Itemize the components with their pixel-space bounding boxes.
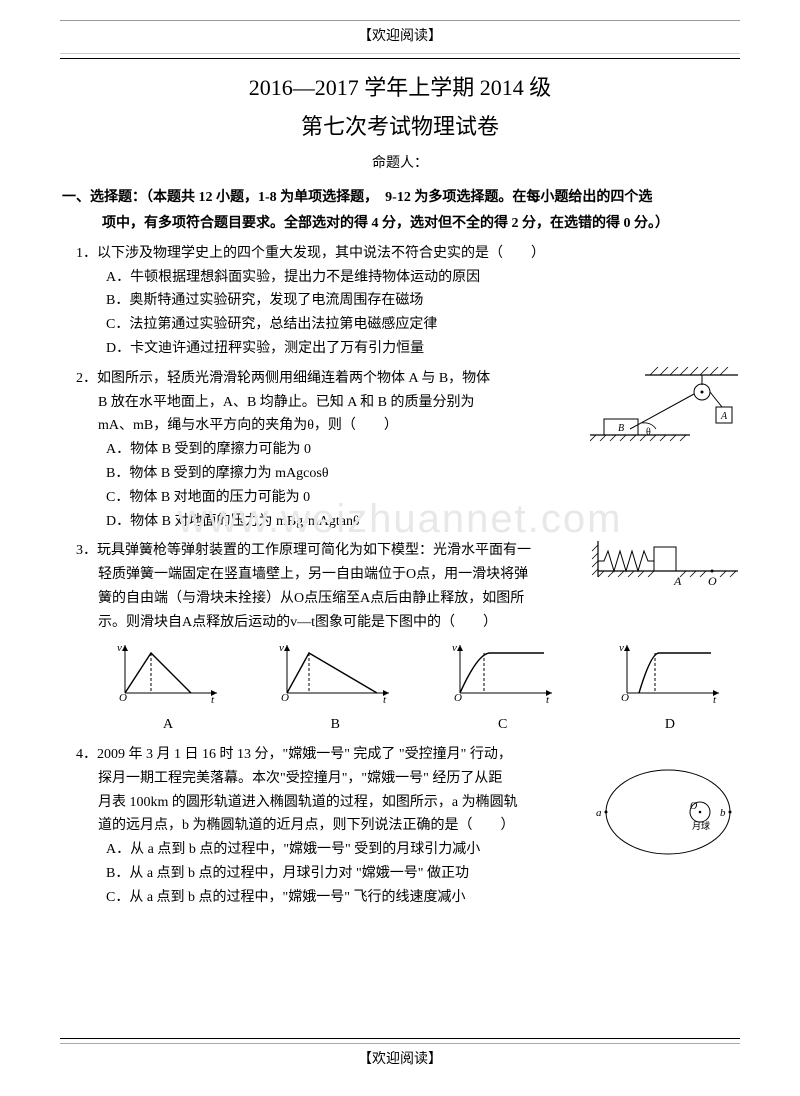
- title-line2: 第七次考试物理试卷: [60, 108, 740, 145]
- title-author: 命题人：: [60, 152, 740, 176]
- title-line1: 2016—2017 学年上学期 2014 级: [60, 69, 740, 106]
- q4-figure: O 月球 a b: [590, 757, 740, 876]
- q1-option-b: B．奥斯特通过实验研究，发现了电流周围存在磁场: [60, 289, 740, 313]
- header-rule: [60, 58, 740, 59]
- q2-option-d: D．物体 B 对地面的压力为 mBg-mAgtanθ: [60, 510, 740, 534]
- q3-graph-c: v O t C: [443, 639, 563, 738]
- svg-text:t: t: [713, 694, 717, 703]
- q1-option-d: D．卡文迪许通过扭秤实验，测定出了万有引力恒量: [60, 337, 740, 361]
- q3-graph-b: v O t B: [275, 639, 395, 738]
- fig3-label-a: A: [673, 574, 682, 588]
- svg-text:v: v: [619, 642, 624, 654]
- section1-head-l2: 项中，有多项符合题目要求。全部选对的得 4 分，选对但不全的得 2 分，在选错的…: [102, 211, 740, 236]
- fig2-label-b: B: [618, 423, 624, 434]
- pulley-diagram-icon: A θ B: [590, 367, 740, 457]
- svg-text:v: v: [452, 642, 457, 654]
- q3-label-c: C: [443, 713, 563, 737]
- q1-option-a: A．牛顿根据理想斜面实验，提出力不是维持物体运动的原因: [60, 266, 740, 290]
- q2-option-c: C．物体 B 对地面的压力可能为 0: [60, 486, 740, 510]
- q2-figure: A θ B: [590, 367, 740, 466]
- spring-diagram-icon: A O: [590, 537, 740, 597]
- question-2: A θ B 2．如图所示，轻质光滑滑轮两侧用细绳连着两个物体 A 与 B，物体 …: [60, 367, 740, 534]
- fig4-label-moon: 月球: [692, 820, 710, 831]
- svg-text:t: t: [211, 694, 215, 703]
- q3-label-d: D: [610, 713, 730, 737]
- fig3-label-o: O: [708, 574, 717, 588]
- q3-graph-d: v O t D: [610, 639, 730, 738]
- svg-text:t: t: [383, 694, 387, 703]
- question-3: A O 3．玩具弹簧枪等弹射装置的工作原理可简化为如下模型：光滑水平面有一 轻质…: [60, 539, 740, 737]
- q1-option-c: C．法拉第通过实验研究，总结出法拉第电磁感应定律: [60, 313, 740, 337]
- svg-text:t: t: [546, 694, 550, 703]
- q3-label-a: A: [108, 713, 228, 737]
- svg-text:O: O: [281, 692, 289, 703]
- svg-text:v: v: [279, 642, 284, 654]
- fig4-label-o: O: [690, 801, 697, 812]
- q3-graph-a: v O t A: [108, 639, 228, 738]
- orbit-diagram-icon: O 月球 a b: [590, 757, 740, 867]
- svg-text:O: O: [119, 692, 127, 703]
- svg-text:O: O: [454, 692, 462, 703]
- fig4-label-b: b: [720, 807, 726, 819]
- svg-text:v: v: [117, 642, 122, 654]
- q3-label-b: B: [275, 713, 395, 737]
- q1-stem: 1．以下涉及物理学史上的四个重大发现，其中说法不符合史实的是（ ）: [60, 242, 740, 266]
- fig2-label-a: A: [720, 411, 728, 422]
- question-1: 1．以下涉及物理学史上的四个重大发现，其中说法不符合史实的是（ ） A．牛顿根据…: [60, 242, 740, 361]
- fig4-label-a: a: [596, 807, 602, 819]
- section1-head-l1: 一、选择题：（本题共 12 小题，1-8 为单项选择题， 9-12 为多项选择题…: [60, 185, 740, 210]
- header-welcome: 【欢迎阅读】: [60, 20, 740, 54]
- question-4: O 月球 a b 4．2009 年 3 月 1 日 16 时 13 分，"嫦娥一…: [60, 743, 740, 910]
- footer: 【欢迎阅读】: [60, 1038, 740, 1076]
- svg-text:O: O: [621, 692, 629, 703]
- q3-l4: 示。则滑块自A点释放后运动的v—t图象可能是下图中的（ ）: [60, 611, 740, 635]
- fig2-label-theta: θ: [646, 427, 651, 438]
- q3-figure: A O: [590, 537, 740, 606]
- q4-option-c: C．从 a 点到 b 点的过程中，"嫦娥一号" 飞行的线速度减小: [60, 886, 740, 910]
- q3-graph-row: v O t A v O t B v: [60, 639, 740, 738]
- footer-welcome: 【欢迎阅读】: [60, 1043, 740, 1072]
